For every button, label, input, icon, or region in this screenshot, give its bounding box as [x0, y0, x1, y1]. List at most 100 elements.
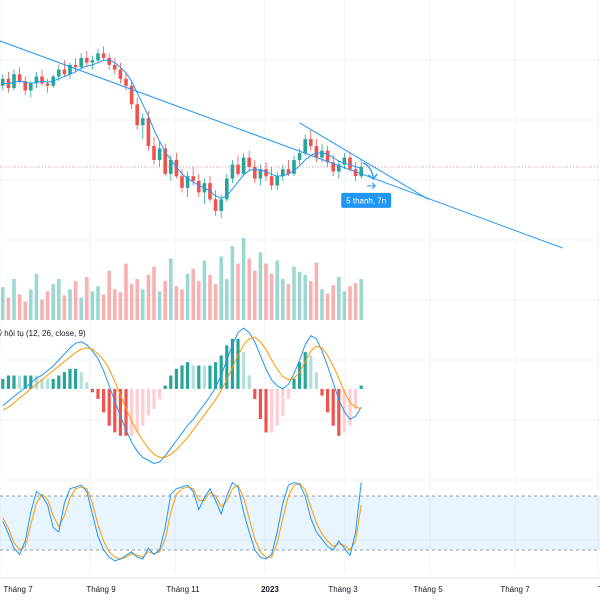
candle-46	[258, 164, 263, 186]
candle-body-23	[129, 85, 134, 105]
candle-body-24	[135, 104, 139, 126]
volume-bar-56	[314, 262, 319, 320]
candle-body-45	[253, 166, 257, 179]
x-tick-label-6: Tháng 7	[500, 585, 530, 594]
candle-12	[68, 62, 72, 79]
macd-histogram-bar-41	[230, 338, 234, 389]
signal-line	[2, 336, 362, 458]
volume-bar-48	[269, 273, 274, 320]
projection-arrow	[362, 162, 374, 179]
candle-body-40	[225, 178, 229, 200]
candle-21	[118, 62, 123, 84]
candle-body-54	[303, 139, 307, 153]
candle-body-22	[124, 78, 128, 86]
volume-bar-47	[264, 263, 268, 320]
candle-body-61	[342, 157, 347, 165]
volume-bar-55	[309, 281, 313, 320]
volume-bar-51	[286, 284, 291, 320]
volume-pane[interactable]	[0, 238, 363, 320]
projection-right-arrow-head	[371, 182, 376, 190]
macd-histogram-bar-26	[146, 388, 150, 416]
macd-histogram-bar-9	[51, 378, 55, 389]
volume-bar-10	[57, 279, 61, 320]
volume-bar-4	[23, 301, 27, 320]
macd-histogram-bar-56	[314, 372, 318, 389]
candle-body-57	[320, 150, 324, 158]
volume-bar-5	[29, 289, 33, 320]
macd-histogram-bar-17	[96, 388, 100, 399]
macd-histogram-bar-24	[135, 388, 139, 433]
volume-bar-37	[208, 274, 212, 320]
macd-histogram-bar-50	[281, 388, 285, 416]
volume-bar-41	[230, 246, 235, 320]
candle-55	[309, 129, 313, 151]
candle-7	[40, 69, 44, 86]
candle-body-38	[213, 199, 218, 211]
volume-bar-6	[34, 273, 39, 320]
candle-body-60	[337, 164, 341, 172]
candle-body-42	[236, 164, 240, 174]
volume-bar-23	[129, 284, 134, 320]
candle-60	[337, 159, 341, 179]
macd-line	[2, 327, 362, 464]
candle-58	[325, 146, 330, 167]
macd-histogram-bar-8	[46, 378, 50, 389]
candle-6	[34, 71, 39, 89]
candle-2	[12, 69, 16, 91]
macd-histogram-bar-32	[180, 365, 184, 389]
volume-bar-21	[118, 292, 123, 320]
candle-11	[62, 60, 67, 77]
candle-18	[101, 46, 106, 61]
volume-bar-11	[62, 295, 67, 320]
x-axis: Tháng 7 Tháng 9 Tháng 11 2023 Tháng 3 Tháng 5…	[0, 577, 600, 594]
candle-43	[241, 153, 246, 177]
candle-body-17	[96, 53, 100, 61]
macd-histogram-bar-28	[158, 388, 162, 399]
candle-36	[202, 178, 207, 204]
candle-body-14	[79, 57, 83, 68]
candle-26	[146, 111, 151, 151]
macd-histogram-bar-48	[270, 388, 274, 433]
macd-histogram-bar-57	[320, 388, 324, 396]
volume-bar-3	[17, 294, 22, 320]
volume-bar-38	[213, 284, 218, 320]
macd-histogram-bar-10	[57, 375, 61, 389]
candle-body-26	[146, 118, 151, 147]
x-tick-label-7: Tháng 9	[598, 585, 600, 594]
price-pane[interactable]: 5 thanh, 7n	[0, 26, 600, 249]
macd-histogram-bar-42	[236, 338, 240, 389]
candle-body-30	[169, 159, 173, 174]
candle-body-2	[12, 74, 16, 89]
volume-bar-54	[303, 274, 307, 320]
volume-bar-64	[359, 279, 363, 320]
macd-histogram-bar-49	[275, 388, 279, 426]
candle-body-56	[314, 146, 319, 158]
x-tick-label-0: Tháng 7	[3, 585, 33, 594]
candle-42	[236, 155, 240, 177]
candle-body-21	[118, 69, 123, 79]
candle-body-35	[197, 180, 201, 193]
candle-61	[342, 153, 347, 170]
volume-bar-7	[40, 299, 44, 320]
macd-histogram-bar-29	[163, 385, 167, 389]
candle-38	[213, 190, 218, 216]
volume-bar-15	[85, 276, 89, 320]
candle-64	[359, 159, 363, 179]
macd-histogram-bar-4	[23, 375, 27, 389]
candle-body-6	[34, 76, 39, 84]
macd-histogram-bar-2	[12, 375, 16, 389]
stochastic-pane[interactable]	[0, 481, 600, 562]
macd-histogram-bar-45	[253, 388, 257, 399]
candle-1	[6, 71, 11, 93]
volume-bar-33	[185, 273, 190, 320]
macd-histogram-bar-7	[40, 378, 44, 389]
macd-histogram-bar-52	[292, 378, 296, 389]
volume-bar-20	[113, 289, 117, 320]
candle-25	[141, 113, 145, 140]
macd-histogram-bar-51	[286, 388, 290, 399]
candle-body-4	[23, 81, 27, 91]
volume-bar-0	[0, 287, 5, 320]
macd-histogram-bar-19	[107, 388, 111, 426]
macd-pane[interactable]: ỷ hội tụ (12, 26, close, 9)	[0, 327, 363, 464]
